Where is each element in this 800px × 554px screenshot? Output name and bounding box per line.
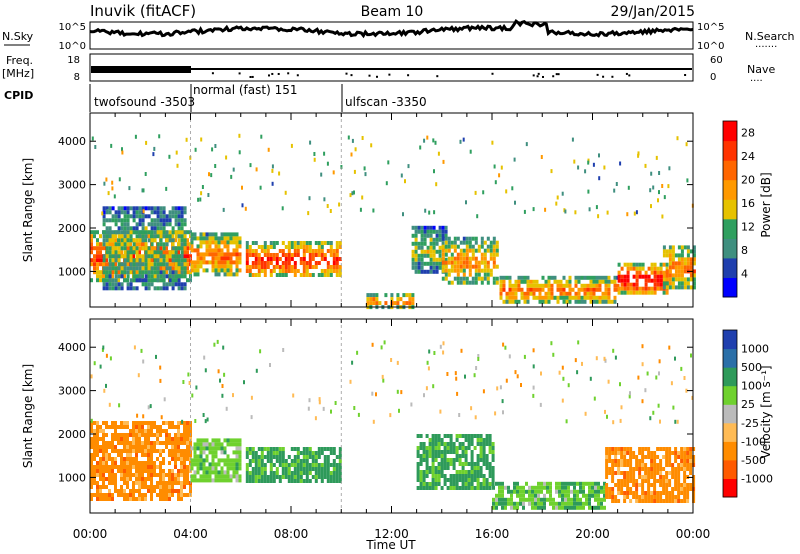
power-y-tick-3: 4000 (58, 135, 86, 148)
freq-tick-top: 18 (67, 55, 80, 66)
power-tick-0: 4 (741, 268, 748, 281)
velocity-colorbar-swatch-4 (723, 404, 737, 424)
velocity-region-4 (492, 481, 606, 510)
power-y-tick-2: 3000 (58, 179, 86, 192)
velocity-colorbar-swatch-5 (723, 385, 737, 405)
velocity-tick-4: 25 (741, 398, 755, 411)
time-tick-5: 20:00 (575, 527, 610, 541)
power-colorbar-swatch-6 (723, 160, 737, 181)
nsky-label: N.Sky (2, 30, 34, 43)
power-y-label: Slant Range [km] (21, 158, 35, 262)
nsearch-tick-bottom: 10^0 (697, 41, 724, 52)
velocity-colorbar-swatch-2 (723, 441, 737, 461)
velocity-region-0 (90, 421, 192, 501)
nave-tick-bottom: 0 (710, 72, 716, 83)
nsearch-dots: ······· (755, 42, 777, 53)
power-tick-3: 16 (741, 197, 755, 210)
power-colorbar-swatch-3 (723, 218, 737, 239)
power-tick-6: 28 (741, 127, 755, 140)
velocity-colorbar-swatch-7 (723, 348, 737, 368)
time-tick-1: 04:00 (173, 527, 208, 541)
power-colorbar-swatch-8 (723, 121, 737, 142)
nsky-trace (89, 19, 694, 39)
power-tick-1: 8 (741, 244, 748, 257)
power-tick-2: 12 (741, 221, 755, 234)
freq-tick-bottom: 8 (74, 72, 80, 83)
beam-title: Beam 10 (361, 4, 424, 20)
velocity-panel: 1000 2000 3000 4000 Slant Range [km] (21, 318, 696, 514)
power-region-3 (245, 241, 342, 277)
power-colorbar-swatch-4 (723, 199, 737, 220)
velocity-region-5 (605, 447, 696, 503)
power-region-6 (441, 236, 499, 285)
station-title: Inuvik (fitACF) (90, 2, 196, 20)
power-y-tick-1: 2000 (58, 222, 86, 235)
power-colorbar-label: Power [dB] (759, 172, 773, 237)
time-tick-0: 00:00 (73, 527, 108, 541)
power-region-1 (102, 206, 187, 291)
velocity-tick-7: 1000 (741, 343, 769, 356)
nave-label: Nave (747, 63, 775, 76)
nave-dots-label: ···· (750, 76, 763, 87)
power-y-tick-0: 1000 (58, 265, 86, 278)
velocity-tick-6: 500 (741, 361, 762, 374)
time-tick-2: 08:00 (274, 527, 309, 541)
velocity-colorbar-swatch-3 (723, 422, 737, 442)
power-colorbar-swatch-5 (723, 179, 737, 200)
velocity-colorbar: -1000 -500 -100 -25 25 100 500 1000 (722, 329, 773, 498)
velocity-colorbar-swatch-1 (723, 459, 737, 479)
velocity-colorbar-swatch-0 (723, 478, 737, 498)
time-tick-3: 12:00 (374, 527, 409, 541)
power-tick-5: 24 (741, 150, 755, 163)
velocity-region-2 (245, 447, 342, 483)
velocity-colorbar-swatch-8 (723, 330, 737, 350)
power-colorbar-swatch-1 (723, 257, 737, 278)
power-colorbar: 4 8 12 16 20 24 28 (722, 120, 755, 298)
power-region-2 (190, 232, 242, 277)
time-axis-label: Time UT (365, 538, 416, 552)
velocity-tick-0: -1000 (741, 472, 773, 485)
time-tick-4: 16:00 (475, 527, 510, 541)
nsearch-tick-top: 10^5 (697, 22, 724, 33)
freq-label-line2: [MHz] (2, 67, 34, 80)
velocity-tick-2: -100 (741, 435, 766, 448)
power-colorbar-swatch-0 (723, 277, 737, 298)
nsky-tick-top: 10^5 (59, 22, 86, 33)
velocity-colorbar-label: Velocity [m s⁻¹] (759, 365, 773, 458)
power-colorbar-swatch-2 (723, 238, 737, 259)
freq-bar-twofsound (91, 66, 191, 73)
time-axis-ticks: 00:00 04:00 08:00 12:00 16:00 20:00 00:00 (73, 527, 711, 541)
nave-points (211, 72, 687, 78)
time-tick-6: 00:00 (676, 527, 711, 541)
freq-label-line1: Freq. (6, 54, 33, 67)
nsky-tick-bottom: 10^0 (59, 41, 86, 52)
nsearch-label: N.Search (745, 30, 795, 43)
power-scatter (91, 133, 694, 219)
power-region-7 (499, 275, 620, 304)
power-tick-4: 20 (741, 174, 755, 187)
velocity-y-tick-1: 2000 (58, 428, 86, 441)
date-title: 29/Jan/2015 (611, 4, 695, 20)
cpid-label: CPID (4, 89, 33, 102)
cpid-segment-ulfscan: ulfscan -3350 (345, 95, 427, 109)
power-panel: 1000 2000 3000 4000 Slant Range [km] (21, 112, 696, 310)
velocity-region-3 (416, 434, 495, 490)
velocity-tick-3: -25 (741, 417, 759, 430)
velocity-colorbar-swatch-6 (723, 367, 737, 387)
velocity-region-1 (190, 438, 242, 483)
velocity-y-label: Slant Range [km] (21, 364, 35, 468)
cpid-segment-normal: normal (fast) 151 (193, 83, 297, 97)
velocity-tick-1: -500 (741, 454, 766, 467)
cpid-segment-twofsound: twofsound -3503 (94, 95, 195, 109)
power-colorbar-swatch-7 (723, 140, 737, 161)
velocity-tick-5: 100 (741, 380, 762, 393)
power-region-5 (411, 225, 448, 274)
velocity-y-tick-0: 1000 (58, 471, 86, 484)
velocity-y-tick-3: 4000 (58, 341, 86, 354)
power-region-9 (662, 245, 696, 290)
velocity-y-tick-2: 3000 (58, 385, 86, 398)
velocity-scatter (90, 339, 694, 425)
nave-tick-top: 60 (710, 55, 723, 66)
